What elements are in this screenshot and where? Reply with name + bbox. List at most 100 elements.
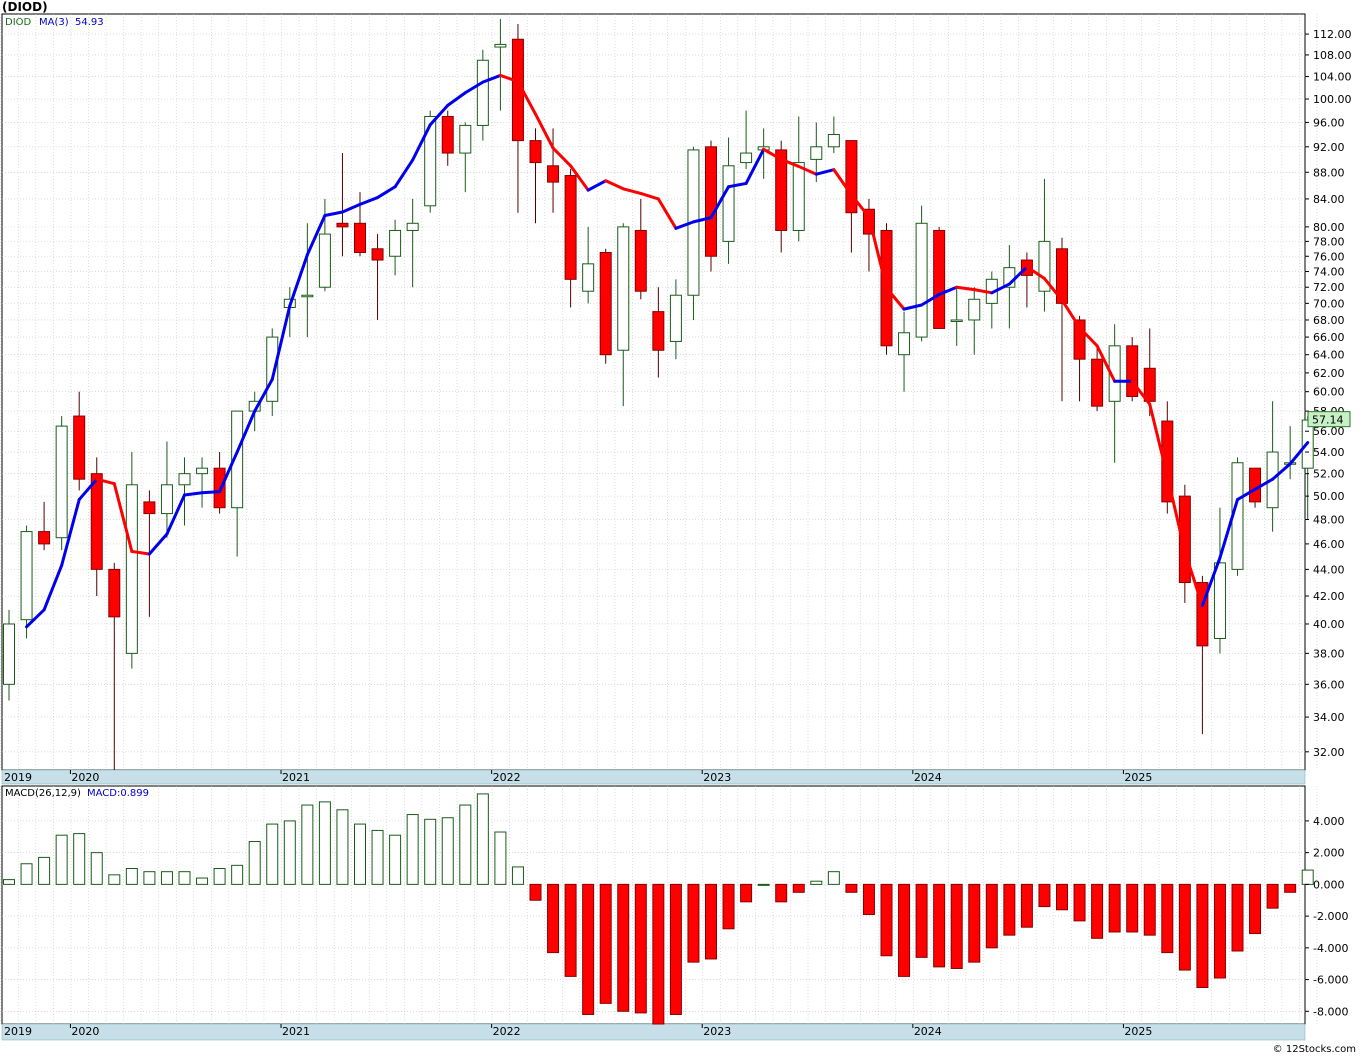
y-tick-label: 52.00 [1313,468,1345,481]
ma-segment [305,214,327,257]
macd-bar [757,883,770,886]
macd-bar [1161,883,1174,954]
credit-text: © 12Stocks.com [1272,1044,1356,1055]
ma-segment [762,147,783,161]
candle-body [441,115,454,154]
x-tick-label: 2022 [493,1025,521,1038]
x-tick-label: 2023 [703,1025,731,1038]
x-tick-label: 2020 [71,1025,99,1038]
y-tick-label: 34.00 [1313,711,1345,724]
candle-body [108,568,121,618]
ma-segment [218,450,239,494]
candle-body [827,133,840,148]
macd-bar [792,883,805,893]
legend-macd-value: MACD:0.899 [87,788,149,799]
ma-segment [481,73,502,84]
candle-body [845,140,858,214]
macd-bar [652,883,665,1025]
x-tick-label: 2024 [914,1025,942,1038]
ma-segment [25,608,46,629]
ma-segment [814,168,836,176]
macd-bar [617,883,630,1012]
candle-body [898,332,911,356]
ma-segment [165,493,186,536]
macd-bar [564,883,577,977]
ma-segment [1095,344,1117,383]
macd-bar [845,883,858,893]
macd-bar [1231,883,1244,952]
candle-body [933,229,946,329]
ma-segment [990,282,1011,295]
ma-segment [867,215,888,290]
macd-bar [722,883,735,930]
candle-body [652,311,665,351]
ma-segment [604,179,625,191]
macd-bar [476,793,489,885]
x-tick-label: 2019 [4,1025,32,1038]
macd-bar [494,831,507,885]
ma-segment [1078,326,1099,348]
y-tick-label: -6.000 [1313,974,1348,987]
ma-segment [323,210,344,218]
macd-bar [880,883,893,957]
macd-bar [213,868,226,885]
candle-body [1178,495,1191,584]
legend-group: DIOD MA(3) 54.93 MACD(26,12,9) MACD:0.899 [5,17,149,799]
ma-segment [1165,474,1187,553]
candle-body [476,59,489,126]
candle-body [617,226,630,351]
macd-bar [862,883,875,916]
y-tick-label: 0.000 [1313,878,1345,891]
y-tick-label: 40.00 [1313,618,1345,631]
ma-segment [1288,441,1310,466]
candle-body [160,484,173,515]
ma-segment [253,377,274,413]
ma-segment [744,147,766,185]
macd-bar [705,883,717,960]
macd-bar [985,883,998,949]
macd-bar [1056,883,1068,911]
macd-bar [547,883,560,954]
candle-body [406,222,419,231]
y-tick-label: 88.00 [1313,166,1345,179]
x-tick-label: 2020 [71,771,99,784]
y-tick-label: 68.00 [1313,314,1345,327]
candle-body [1108,345,1121,402]
ma-segment [376,185,397,200]
ma-segment [1200,556,1222,608]
y-tick-label: 46.00 [1313,538,1345,551]
candle-body [336,222,349,228]
y-tick-label: 70.00 [1313,297,1345,310]
macd-bar [810,880,823,885]
ma-segment [147,532,169,556]
last-price-box [1307,411,1351,428]
macd-bar [283,820,296,885]
candle-body [494,43,507,48]
ma-segment [393,158,415,189]
y-tick-label: -8.000 [1313,1005,1348,1018]
x-tick-label: 2022 [493,771,521,784]
macd-bar [1038,883,1051,908]
x-tick-label: 2025 [1124,1025,1152,1038]
macd-bar [1196,883,1209,989]
candle-body [1161,420,1174,503]
ma-segment [112,482,134,553]
grid-lines [0,13,1318,1041]
ma-segment [1007,265,1029,286]
macd-bar [1249,883,1262,935]
ma-segment [832,168,853,197]
macd-bar [441,817,454,885]
ma-segment [639,191,660,201]
ma-segment [937,285,959,296]
candle-body [196,467,209,475]
y-tick-label: 54.00 [1313,446,1345,459]
ma-segment [270,304,292,381]
macd-bar [968,883,981,963]
ma-segment [674,220,695,230]
ma-segment [1183,549,1204,608]
ma-segment [428,103,450,127]
x-tick-label: 2023 [703,771,731,784]
ma-segment [1130,379,1152,406]
ma-segment [797,164,818,176]
ma-segment [586,179,608,192]
